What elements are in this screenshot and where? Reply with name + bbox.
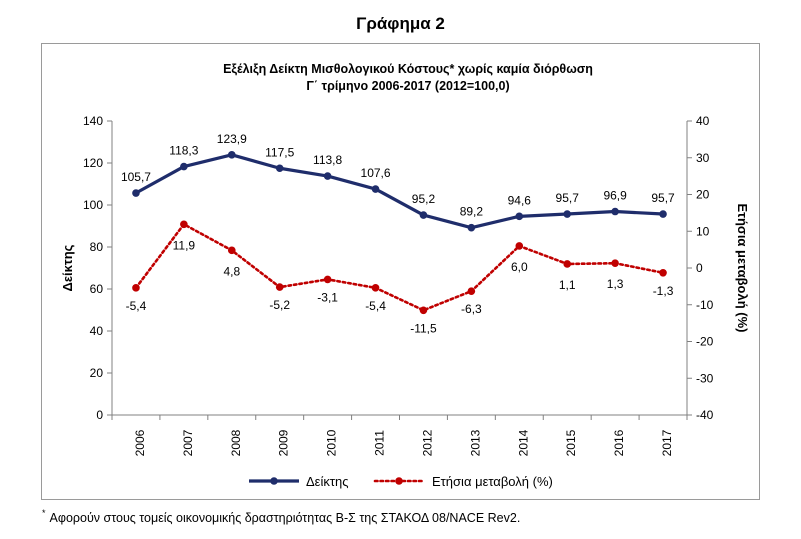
change-data-label: -1,3	[653, 284, 674, 298]
legend-marker-index	[270, 477, 278, 485]
change-data-label: -5,2	[269, 298, 290, 312]
footnote: * Αφορούν στους τομείς οικονομικής δραστη…	[42, 508, 521, 525]
series-line-index	[135, 153, 664, 230]
legend-label-index: Δείκτης	[306, 474, 349, 489]
index-point	[419, 211, 428, 219]
y-axis-title-right: Ετήσια μεταβολή (%)	[735, 204, 750, 333]
line-chart: Εξέλιξη Δείκτη Μισθολογικού Κόστους* χωρ…	[60, 62, 750, 489]
x-tick-label: 2008	[229, 429, 243, 456]
change-point	[275, 283, 284, 291]
y-tick-label-right: 10	[696, 224, 710, 238]
y-tick-label-right: 30	[696, 151, 710, 165]
x-tick-label: 2011	[373, 430, 387, 456]
change-data-label: 1,1	[559, 278, 576, 292]
graph-heading: Γράφημα 2	[356, 14, 445, 33]
change-data-label: 6,0	[511, 260, 528, 274]
chart-frame: Εξέλιξη Δείκτη Μισθολογικού Κόστους* χωρ…	[41, 43, 760, 500]
footnote-text: Αφορούν στους τομείς οικονομικής δραστηρ…	[49, 511, 521, 525]
index-data-label: 113,8	[313, 153, 342, 167]
index-data-label: 95,2	[412, 192, 436, 206]
x-tick-label: 2006	[133, 429, 147, 456]
index-point	[180, 162, 188, 171]
index-data-label: 89,2	[460, 205, 484, 219]
data-labels: 105,7 118,3 123,9 117,5 113,8 107,6 95,2 89,2 94…	[121, 132, 675, 335]
y-tick-label-left: 20	[90, 366, 104, 380]
index-point	[275, 164, 284, 173]
index-point	[371, 185, 380, 193]
x-tick-label: 2012	[420, 429, 434, 456]
index-data-label: 96,9	[603, 189, 627, 203]
chart-title: Εξέλιξη Δείκτη Μισθολογικού Κόστους* χωρ…	[223, 62, 593, 76]
change-data-label: -3,1	[317, 290, 338, 304]
index-point	[563, 210, 572, 218]
change-data-label: -5,4	[365, 299, 386, 313]
index-data-label: 95,7	[556, 191, 580, 205]
index-point	[227, 151, 236, 159]
change-point	[227, 246, 236, 255]
legend: Δείκτης Ετήσια μεταβολή (%)	[249, 474, 553, 489]
change-point	[180, 220, 188, 229]
x-tick-label: 2009	[277, 429, 291, 456]
change-data-label: -11,5	[410, 321, 437, 335]
change-point	[563, 260, 572, 268]
index-data-label: 123,9	[217, 132, 247, 146]
change-point	[659, 268, 667, 277]
index-data-label: 107,6	[361, 166, 391, 180]
index-data-label: 117,5	[265, 145, 294, 159]
index-point	[467, 223, 476, 232]
y-tick-label-left: 80	[90, 240, 104, 254]
legend-marker-change	[395, 477, 403, 485]
index-point	[659, 210, 667, 218]
index-data-label: 95,7	[651, 191, 675, 205]
change-data-label: -6,3	[461, 302, 482, 316]
y-tick-label-right: -10	[696, 298, 714, 312]
y-tick-label-left: 60	[90, 282, 104, 296]
change-point	[323, 275, 332, 284]
y-tick-label-right: 40	[696, 114, 710, 128]
axes: 0 20 40 60 80 100 120 140 -40 -30 -20 -10 0 10 20 30 40 2…	[60, 114, 750, 456]
index-point	[323, 172, 332, 180]
y-tick-label-left: 100	[83, 198, 103, 212]
y-tick-label-right: -40	[696, 408, 714, 422]
y-tick-label-right: 0	[696, 261, 703, 275]
y-tick-label-left: 40	[90, 324, 104, 338]
index-point	[132, 189, 140, 197]
change-data-label: 4,8	[223, 264, 240, 278]
change-point	[132, 284, 140, 292]
change-data-label: 1,3	[607, 277, 624, 291]
index-point	[515, 212, 524, 221]
index-data-label: 94,6	[508, 193, 532, 207]
y-tick-label-right: -20	[696, 335, 714, 349]
series-layer	[132, 151, 667, 315]
index-data-label: 105,7	[121, 170, 151, 184]
x-tick-label: 2015	[564, 429, 578, 456]
x-tick-label: 2013	[468, 429, 482, 456]
change-data-label: 11,9	[173, 238, 196, 252]
x-tick-label: 2017	[660, 429, 674, 456]
footnote-marker: *	[42, 508, 46, 518]
index-point	[611, 207, 619, 216]
index-data-label: 118,3	[169, 144, 198, 158]
x-tick-label: 2016	[612, 429, 626, 456]
y-tick-label-right: 20	[696, 188, 710, 202]
x-tick-label: 2007	[181, 429, 195, 456]
change-point	[371, 284, 380, 292]
change-point	[419, 306, 428, 315]
change-point	[467, 287, 476, 295]
x-tick-label: 2014	[516, 429, 530, 456]
chart-subtitle: Γ΄ τρίμηνο 2006-2017 (2012=100,0)	[306, 79, 509, 93]
y-tick-label-left: 140	[83, 114, 103, 128]
legend-label-change: Ετήσια μεταβολή (%)	[432, 474, 553, 489]
y-tick-label-left: 0	[96, 408, 103, 422]
y-tick-label-right: -30	[696, 371, 714, 385]
y-axis-title-left: Δείκτης	[60, 244, 75, 291]
change-data-label: -5,4	[126, 299, 147, 313]
y-tick-label-left: 120	[83, 156, 103, 170]
change-point	[515, 242, 524, 250]
x-tick-label: 2010	[325, 429, 339, 456]
series-line-change	[134, 222, 665, 312]
change-point	[611, 259, 619, 268]
